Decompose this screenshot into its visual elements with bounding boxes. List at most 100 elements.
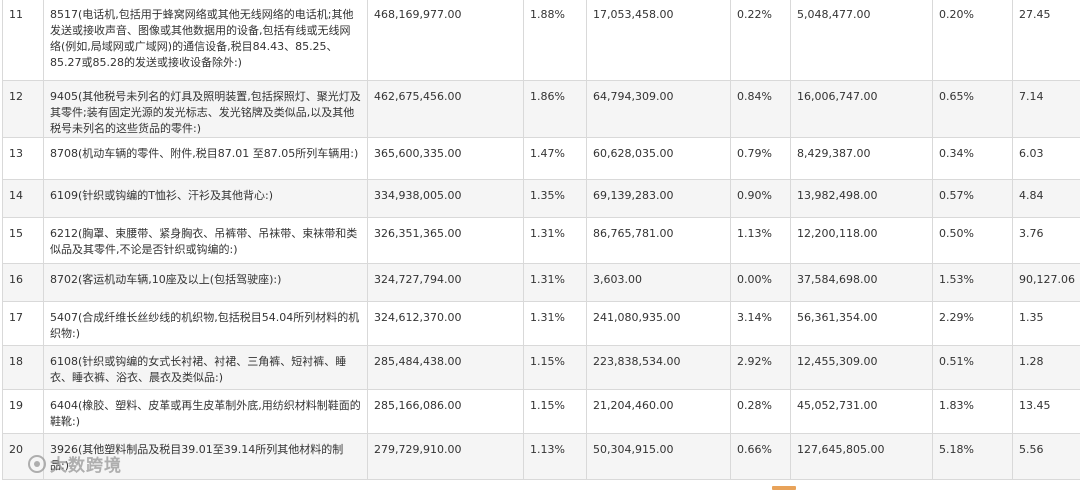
cell-share-2: 2.92%	[730, 345, 791, 390]
table-row: 12 9405(其他税号未列名的灯具及照明装置,包括探照灯、聚光灯及其零件;装有固…	[2, 80, 1080, 138]
cell-share-2: 0.22%	[730, 0, 791, 81]
cell-export-value: 324,612,370.00	[367, 301, 524, 346]
cell-value-3: 12,200,118.00	[790, 217, 933, 264]
cell-export-share: 1.31%	[523, 263, 587, 302]
cell-ratio: 6.03	[1012, 137, 1080, 180]
table-row: 14 6109(针织或钩编的T恤衫、汗衫及其他背心:) 334,938,005.00…	[2, 179, 1080, 218]
cell-share-2: 0.00%	[730, 263, 791, 302]
cell-value-2: 241,080,935.00	[586, 301, 731, 346]
cell-value-3: 8,429,387.00	[790, 137, 933, 180]
cell-export-value: 365,600,335.00	[367, 137, 524, 180]
cell-value-2: 86,765,781.00	[586, 217, 731, 264]
cell-export-value: 285,166,086.00	[367, 389, 524, 434]
cell-value-3: 12,455,309.00	[790, 345, 933, 390]
cell-share-2: 0.90%	[730, 179, 791, 218]
cell-value-3: 56,361,354.00	[790, 301, 933, 346]
cell-share-3: 2.29%	[932, 301, 1013, 346]
table-row: 17 5407(合成纤维长丝纱线的机织物,包括税目54.04所列材料的机织物:) 3…	[2, 301, 1080, 346]
cell-value-3: 5,048,477.00	[790, 0, 933, 81]
table-row: 15 6212(胸罩、束腰带、紧身胸衣、吊裤带、吊袜带、束袜带和类似品及其零件,不…	[2, 217, 1080, 264]
cell-export-share: 1.15%	[523, 389, 587, 434]
cell-rank: 15	[2, 217, 44, 264]
scroll-indicator	[772, 486, 796, 490]
cell-export-value: 334,938,005.00	[367, 179, 524, 218]
cell-share-2: 0.84%	[730, 80, 791, 138]
cell-export-share: 1.13%	[523, 433, 587, 480]
cell-value-2: 223,838,534.00	[586, 345, 731, 390]
cell-rank: 14	[2, 179, 44, 218]
cell-share-3: 0.50%	[932, 217, 1013, 264]
cell-value-2: 17,053,458.00	[586, 0, 731, 81]
cell-ratio: 1.35	[1012, 301, 1080, 346]
cell-value-2: 69,139,283.00	[586, 179, 731, 218]
cell-export-value: 326,351,365.00	[367, 217, 524, 264]
cell-value-3: 127,645,805.00	[790, 433, 933, 480]
cell-share-3: 0.20%	[932, 0, 1013, 81]
cell-rank: 11	[2, 0, 44, 81]
cell-share-2: 0.79%	[730, 137, 791, 180]
table-row: 16 8702(客运机动车辆,10座及以上(包括驾驶座):) 324,727,794…	[2, 263, 1080, 302]
cell-export-share: 1.15%	[523, 345, 587, 390]
cell-ratio: 1.28	[1012, 345, 1080, 390]
cell-rank: 12	[2, 80, 44, 138]
cell-product: 8517(电话机,包括用于蜂窝网络或其他无线网络的电话机;其他发送或接收声音、图…	[43, 0, 368, 81]
cell-export-share: 1.31%	[523, 217, 587, 264]
cell-rank: 17	[2, 301, 44, 346]
cell-ratio: 7.14	[1012, 80, 1080, 138]
cell-share-3: 5.18%	[932, 433, 1013, 480]
cell-value-2: 21,204,460.00	[586, 389, 731, 434]
cell-share-3: 0.65%	[932, 80, 1013, 138]
cell-value-3: 13,982,498.00	[790, 179, 933, 218]
cell-ratio: 90,127.06	[1012, 263, 1080, 302]
cell-value-3: 16,006,747.00	[790, 80, 933, 138]
cell-product: 6212(胸罩、束腰带、紧身胸衣、吊裤带、吊袜带、束袜带和类似品及其零件,不论是…	[43, 217, 368, 264]
trade-table: 11 8517(电话机,包括用于蜂窝网络或其他无线网络的电话机;其他发送或接收声音…	[2, 0, 1080, 480]
cell-rank: 18	[2, 345, 44, 390]
cell-share-3: 1.83%	[932, 389, 1013, 434]
cell-share-3: 0.51%	[932, 345, 1013, 390]
table-row: 19 6404(橡胶、塑料、皮革或再生皮革制外底,用纺织材料制鞋面的鞋靴:) 285…	[2, 389, 1080, 434]
cell-value-2: 64,794,309.00	[586, 80, 731, 138]
cell-export-value: 468,169,977.00	[367, 0, 524, 81]
cell-value-3: 37,584,698.00	[790, 263, 933, 302]
cell-share-2: 3.14%	[730, 301, 791, 346]
cell-share-3: 0.34%	[932, 137, 1013, 180]
cell-share-2: 1.13%	[730, 217, 791, 264]
cell-ratio: 4.84	[1012, 179, 1080, 218]
cell-product: 5407(合成纤维长丝纱线的机织物,包括税目54.04所列材料的机织物:)	[43, 301, 368, 346]
cell-export-value: 324,727,794.00	[367, 263, 524, 302]
cell-export-share: 1.86%	[523, 80, 587, 138]
cell-rank: 13	[2, 137, 44, 180]
cell-product: 6109(针织或钩编的T恤衫、汗衫及其他背心:)	[43, 179, 368, 218]
cell-product: 8708(机动车辆的零件、附件,税目87.01 至87.05所列车辆用:)	[43, 137, 368, 180]
cell-product: 3926(其他塑料制品及税目39.01至39.14所列其他材料的制品:)	[43, 433, 368, 480]
cell-export-value: 462,675,456.00	[367, 80, 524, 138]
cell-export-share: 1.31%	[523, 301, 587, 346]
cell-share-3: 1.53%	[932, 263, 1013, 302]
cell-value-2: 3,603.00	[586, 263, 731, 302]
cell-product: 8702(客运机动车辆,10座及以上(包括驾驶座):)	[43, 263, 368, 302]
cell-rank: 19	[2, 389, 44, 434]
cell-product: 9405(其他税号未列名的灯具及照明装置,包括探照灯、聚光灯及其零件;装有固定光…	[43, 80, 368, 138]
cell-ratio: 13.45	[1012, 389, 1080, 434]
cell-export-value: 285,484,438.00	[367, 345, 524, 390]
cell-share-2: 0.66%	[730, 433, 791, 480]
cell-rank: 16	[2, 263, 44, 302]
cell-value-2: 60,628,035.00	[586, 137, 731, 180]
cell-ratio: 3.76	[1012, 217, 1080, 264]
cell-export-value: 279,729,910.00	[367, 433, 524, 480]
cell-export-share: 1.47%	[523, 137, 587, 180]
cell-ratio: 27.45	[1012, 0, 1080, 81]
table-row: 11 8517(电话机,包括用于蜂窝网络或其他无线网络的电话机;其他发送或接收声音…	[2, 0, 1080, 81]
cell-product: 6404(橡胶、塑料、皮革或再生皮革制外底,用纺织材料制鞋面的鞋靴:)	[43, 389, 368, 434]
cell-export-share: 1.88%	[523, 0, 587, 81]
cell-value-3: 45,052,731.00	[790, 389, 933, 434]
cell-share-3: 0.57%	[932, 179, 1013, 218]
cell-export-share: 1.35%	[523, 179, 587, 218]
cell-ratio: 5.56	[1012, 433, 1080, 480]
cell-value-2: 50,304,915.00	[586, 433, 731, 480]
table-row: 20 3926(其他塑料制品及税目39.01至39.14所列其他材料的制品:) 27…	[2, 433, 1080, 480]
cell-rank: 20	[2, 433, 44, 480]
cell-product: 6108(针织或钩编的女式长衬裙、衬裙、三角裤、短衬裤、睡衣、睡衣裤、浴衣、晨衣…	[43, 345, 368, 390]
table-row: 13 8708(机动车辆的零件、附件,税目87.01 至87.05所列车辆用:) 3…	[2, 137, 1080, 180]
